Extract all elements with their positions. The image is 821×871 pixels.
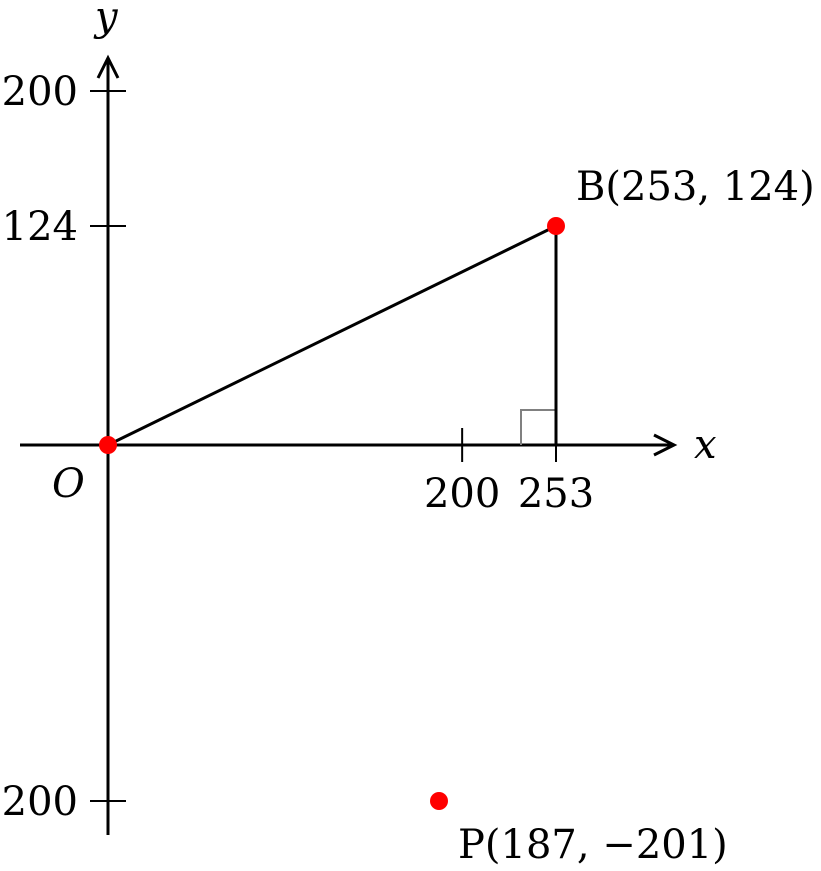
point-P <box>430 792 448 810</box>
x-tick-label-200: 200 <box>424 471 500 517</box>
y-tick-label--201: 200 <box>2 779 78 825</box>
y-axis-arrowhead <box>96 54 120 79</box>
y-tick-label-124: 124 <box>2 204 78 250</box>
y-axis-label: y <box>93 0 119 40</box>
segment-OB <box>107 224 557 447</box>
point-B-label: B(253, 124) <box>576 164 815 210</box>
x-axis-arrowhead <box>653 433 678 457</box>
origin-label: O <box>52 461 85 507</box>
right-angle-marker <box>520 409 556 445</box>
point-B <box>547 217 565 235</box>
point-O <box>99 436 117 454</box>
y-ticks: 200 124 200 <box>2 69 126 825</box>
point-P-label: P(187, −201) <box>458 822 728 868</box>
x-ticks: 200 253 <box>424 428 594 517</box>
y-tick-label-200: 200 <box>2 69 78 115</box>
x-axis-label: x <box>694 422 717 468</box>
x-tick-label-253: 253 <box>518 471 594 517</box>
